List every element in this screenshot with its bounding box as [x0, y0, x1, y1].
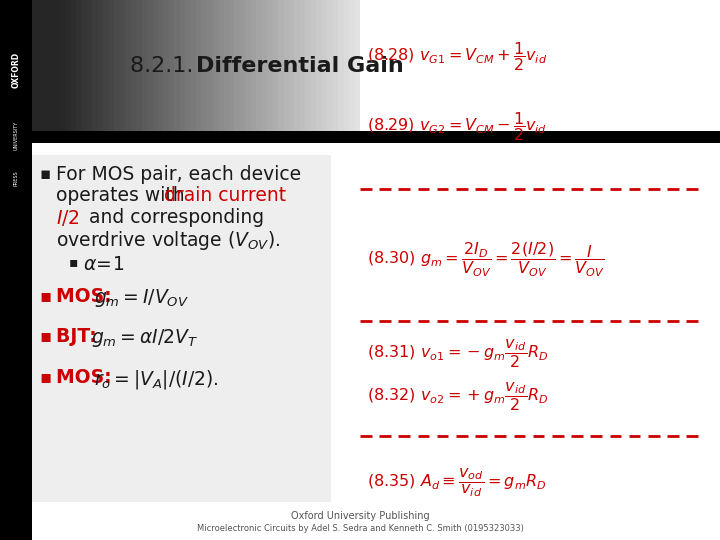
Text: $(8.31)\ v_{o1} = -g_m\dfrac{v_{id}}{2}R_D$: $(8.31)\ v_{o1} = -g_m\dfrac{v_{id}}{2}R…: [367, 338, 549, 370]
Bar: [354, 0, 360, 143]
Bar: [343, 0, 349, 143]
Bar: [142, 0, 147, 143]
Text: ▪: ▪: [40, 165, 51, 183]
Bar: [158, 0, 163, 143]
Bar: [322, 0, 327, 143]
Text: $g_m = \alpha I/2V_T$: $g_m = \alpha I/2V_T$: [91, 327, 199, 349]
Bar: [92, 0, 98, 143]
Text: 8.2.1.: 8.2.1.: [130, 56, 207, 76]
Bar: [125, 0, 131, 143]
Bar: [229, 0, 235, 143]
Bar: [284, 0, 289, 143]
Bar: [71, 0, 76, 143]
Bar: [98, 0, 104, 143]
Bar: [153, 0, 158, 143]
Bar: [38, 0, 43, 143]
Text: operates with: operates with: [56, 186, 191, 205]
Text: $g_m = I/V_{OV}$: $g_m = I/V_{OV}$: [94, 287, 189, 309]
Bar: [223, 0, 229, 143]
Bar: [212, 0, 218, 143]
Text: drain current: drain current: [164, 186, 287, 205]
Bar: [305, 0, 311, 143]
Bar: [256, 0, 262, 143]
Bar: [196, 0, 202, 143]
Bar: [185, 0, 191, 143]
Text: $(8.32)\ v_{o2} = +g_m\dfrac{v_{id}}{2}R_D$: $(8.32)\ v_{o2} = +g_m\dfrac{v_{id}}{2}R…: [367, 381, 549, 413]
Bar: [316, 0, 322, 143]
Bar: [273, 0, 278, 143]
Bar: [43, 0, 49, 143]
Text: BJT:: BJT:: [56, 327, 104, 346]
Bar: [0, 0, 32, 540]
Bar: [202, 0, 207, 143]
Bar: [294, 0, 300, 143]
Bar: [262, 0, 267, 143]
Bar: [218, 0, 223, 143]
Text: OXFORD: OXFORD: [12, 52, 21, 88]
Bar: [114, 0, 120, 143]
Text: ▪: ▪: [40, 368, 52, 386]
Text: $(8.29)\ v_{G2} = V_{CM} - \dfrac{1}{2}v_{id}$: $(8.29)\ v_{G2} = V_{CM} - \dfrac{1}{2}v…: [367, 110, 547, 144]
Bar: [240, 0, 246, 143]
Bar: [360, 0, 720, 143]
Bar: [207, 0, 212, 143]
Bar: [300, 0, 305, 143]
Bar: [191, 0, 196, 143]
Text: $(8.28)\ v_{G1} = V_{CM} + \dfrac{1}{2}v_{id}$: $(8.28)\ v_{G1} = V_{CM} + \dfrac{1}{2}v…: [367, 40, 547, 73]
Bar: [327, 0, 333, 143]
Bar: [81, 0, 87, 143]
Text: ▪: ▪: [40, 287, 52, 305]
Text: MOS:: MOS:: [56, 287, 118, 306]
Text: $r_o = |V_A|/(I/2).$: $r_o = |V_A|/(I/2).$: [94, 368, 219, 392]
Bar: [180, 0, 185, 143]
Text: $\alpha\!=\!1$: $\alpha\!=\!1$: [83, 255, 125, 274]
Text: UNIVERSITY: UNIVERSITY: [14, 120, 19, 150]
Text: ▪: ▪: [40, 327, 52, 345]
Text: ▪: ▪: [68, 255, 78, 269]
Bar: [120, 0, 125, 143]
Bar: [235, 0, 240, 143]
Bar: [32, 131, 720, 143]
Text: overdrive voltage ($V_{OV}$).: overdrive voltage ($V_{OV}$).: [56, 230, 281, 253]
Bar: [60, 0, 65, 143]
Bar: [65, 0, 71, 143]
Bar: [333, 0, 338, 143]
Bar: [163, 0, 169, 143]
Text: PRESS: PRESS: [14, 171, 19, 186]
Bar: [87, 0, 92, 143]
Bar: [251, 0, 256, 143]
Text: For MOS pair, each device: For MOS pair, each device: [56, 165, 301, 184]
Bar: [174, 0, 180, 143]
Bar: [338, 0, 343, 143]
Bar: [147, 0, 153, 143]
Bar: [278, 0, 284, 143]
Bar: [104, 0, 109, 143]
Bar: [32, 155, 331, 502]
Bar: [267, 0, 273, 143]
Text: and corresponding: and corresponding: [83, 208, 264, 227]
Bar: [311, 0, 316, 143]
Text: $(8.30)\ g_m = \dfrac{2I_D}{V_{OV}} = \dfrac{2(I/2)}{V_{OV}} = \dfrac{I}{V_{OV}}: $(8.30)\ g_m = \dfrac{2I_D}{V_{OV}} = \d…: [367, 240, 606, 279]
Text: $I/2$: $I/2$: [56, 208, 79, 228]
Text: $(8.35)\ A_d \equiv \dfrac{v_{od}}{v_{id}} = g_mR_D$: $(8.35)\ A_d \equiv \dfrac{v_{od}}{v_{id…: [367, 467, 546, 500]
Text: Oxford University Publishing: Oxford University Publishing: [291, 511, 429, 521]
Bar: [54, 0, 60, 143]
Bar: [32, 0, 38, 143]
Bar: [349, 0, 354, 143]
Bar: [246, 0, 251, 143]
Text: MOS:: MOS:: [56, 368, 118, 387]
Bar: [169, 0, 174, 143]
Text: Microelectronic Circuits by Adel S. Sedra and Kenneth C. Smith (0195323033): Microelectronic Circuits by Adel S. Sedr…: [197, 524, 523, 532]
Bar: [136, 0, 142, 143]
Text: Differential Gain: Differential Gain: [196, 56, 404, 76]
Bar: [131, 0, 136, 143]
Bar: [109, 0, 114, 143]
Bar: [49, 0, 54, 143]
Bar: [289, 0, 294, 143]
Bar: [76, 0, 81, 143]
